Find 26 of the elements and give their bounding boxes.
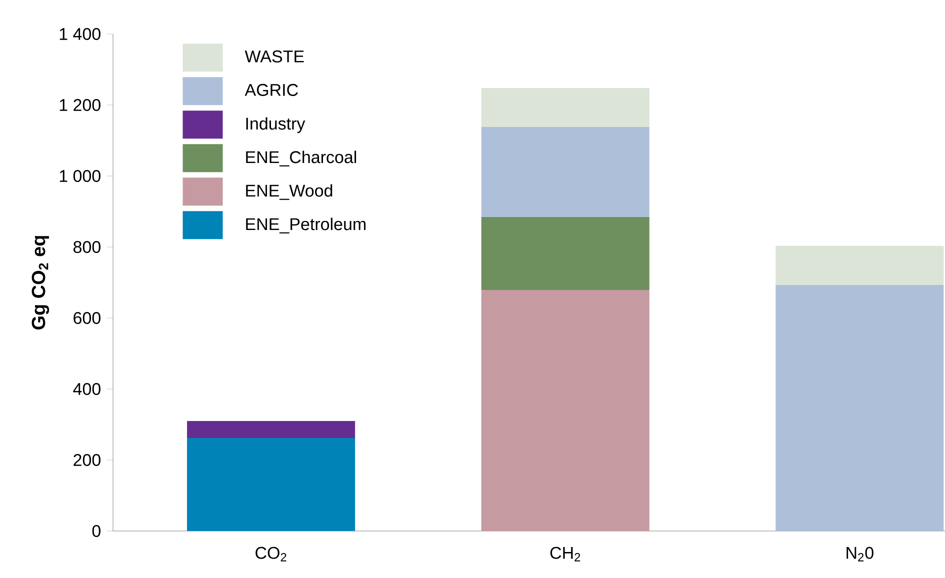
bar: [776, 246, 944, 285]
x-tick-label: CO$_{2}$: [256, 546, 286, 562]
text: Gg CO$_{2}$ eq: [32, 236, 50, 330]
y-tick-label: 0: [92, 524, 100, 538]
y-tick-label: 800: [74, 240, 100, 254]
legend-label: WASTE: [244, 50, 304, 62]
y-tick-label: 1 200: [60, 98, 100, 112]
x-tick-label: N$_{2}$0: [846, 546, 874, 562]
bar: [481, 216, 650, 290]
bar: [776, 284, 944, 531]
y-tick-label: 1 000: [60, 170, 100, 182]
x-tick-label: CH$_{2}$: [550, 546, 580, 562]
bar: [481, 290, 650, 531]
bar: [187, 438, 356, 531]
y-tick-label: 400: [73, 382, 100, 396]
legend-label: AGRIC: [244, 84, 298, 96]
bar: [187, 420, 356, 438]
legend-label: Industry: [246, 117, 306, 134]
y-tick-label: 200: [74, 454, 100, 466]
y-tick-label: 600: [74, 312, 100, 324]
legend-label: ENE_Wood: [246, 184, 332, 200]
legend-label: ENE_Charcoal: [246, 150, 356, 166]
bar: [481, 88, 650, 128]
bar: [481, 127, 650, 217]
y-tick-label: 1 400: [60, 28, 100, 40]
legend-label: ENE_Petroleum: [246, 218, 366, 234]
